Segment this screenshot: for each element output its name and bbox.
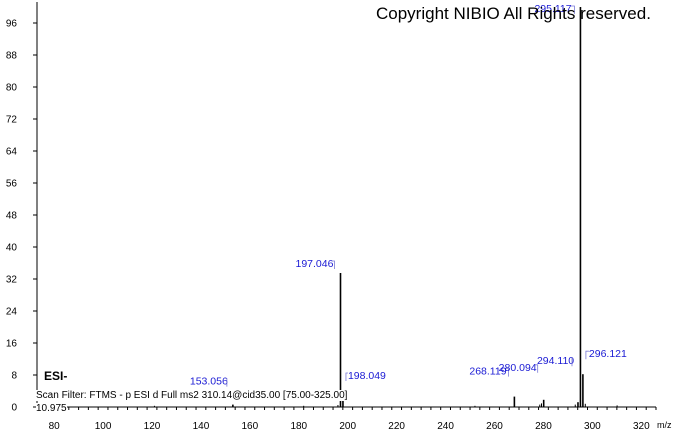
axes: 0 8 16 24 32 40 48 56 64 72 80 88 96 80 100 120 140 160 18… [6, 2, 672, 432]
peak-label-bracket [570, 5, 575, 14]
y-tick-label: 24 [6, 307, 18, 318]
x-tick-label: 260 [486, 421, 503, 432]
peak-labels: 153.056 197.046 198.049 268.119280.094294.1… [190, 3, 627, 388]
peak-label-bracket [505, 368, 509, 377]
peak-label: 198.049 [348, 370, 386, 382]
y-tick-label: 80 [6, 83, 18, 94]
x-tick-label: 120 [144, 421, 161, 432]
ionization-mode-label: ESI- [44, 369, 68, 383]
y-tick-label: 0 [11, 403, 17, 414]
peak-label: 268.119 [469, 366, 506, 378]
y-tick-label: 56 [6, 179, 18, 190]
y-tick-label: 32 [6, 275, 18, 286]
x-tick-label: 140 [193, 421, 210, 432]
peak-label-bracket [345, 372, 348, 381]
y-tick-label: 88 [6, 51, 18, 62]
x-tick-label: 240 [437, 421, 454, 432]
x-tick-label: 80 [49, 421, 61, 432]
y-tick-label: 96 [6, 19, 18, 30]
peak-label: 280.094 [499, 362, 537, 374]
peak-label: 295.117 [534, 3, 571, 15]
peak-label: 296.121 [589, 348, 627, 360]
x-tick-label: 100 [95, 421, 112, 432]
y-tick-label: 48 [6, 211, 18, 222]
y-tick-label: 8 [11, 371, 17, 382]
x-tick-label: 280 [535, 421, 552, 432]
copyright-notice: Copyright NIBIO All Rights reserved. [376, 4, 651, 23]
retention-label: 10.975 [36, 403, 67, 414]
scan-filter-text: Scan Filter: FTMS - p ESI d Full ms2 310… [36, 390, 348, 401]
peak-label-bracket [571, 357, 573, 367]
y-tick-label: 40 [6, 243, 18, 254]
peak-label-bracket [331, 260, 335, 269]
x-tick-label: 180 [290, 421, 307, 432]
y-tick-label: 64 [6, 147, 18, 158]
peak-label-bracket [534, 364, 539, 373]
y-tick-label: 16 [6, 339, 18, 350]
y-tick-label: 72 [6, 115, 18, 126]
minor-peaks [153, 403, 618, 407]
peak-label-bracket [225, 378, 228, 387]
peaks [232, 7, 584, 407]
peak-label-bracket [585, 350, 589, 360]
peak-label: 197.046 [295, 258, 333, 270]
x-tick-label: 160 [242, 421, 259, 432]
x-axis-label: m/z [657, 420, 672, 430]
peak-label: 294.110 [537, 355, 574, 367]
x-tick-label: 200 [339, 421, 356, 432]
peak-label: 153.056 [190, 376, 228, 388]
x-tick-label: 220 [388, 421, 405, 432]
x-tick-label: 300 [584, 421, 601, 432]
x-tick-label: 320 [633, 421, 650, 432]
